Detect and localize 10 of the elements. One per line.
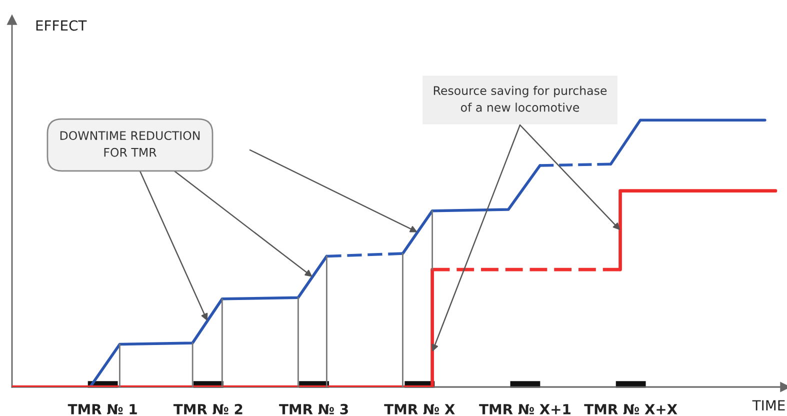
text: EFFECT	[36, 20, 87, 31]
x-tick-label: TMR № 2	[173, 404, 242, 414]
text: Resource saving for purchase of a new locomotive	[434, 86, 607, 112]
x-tick-label: TMR № 1	[68, 404, 137, 414]
x-axis-title: TIME	[752, 400, 785, 410]
x-tick-label: TMR № X+1	[479, 404, 570, 414]
x-tick-label: TMR № 3	[279, 404, 348, 414]
x-tick-label: TMR № X+X	[584, 404, 678, 414]
x-tick-label: TMR № X	[384, 404, 455, 414]
annotation: DOWNTIME REDUCTION FOR TMR	[60, 131, 200, 157]
